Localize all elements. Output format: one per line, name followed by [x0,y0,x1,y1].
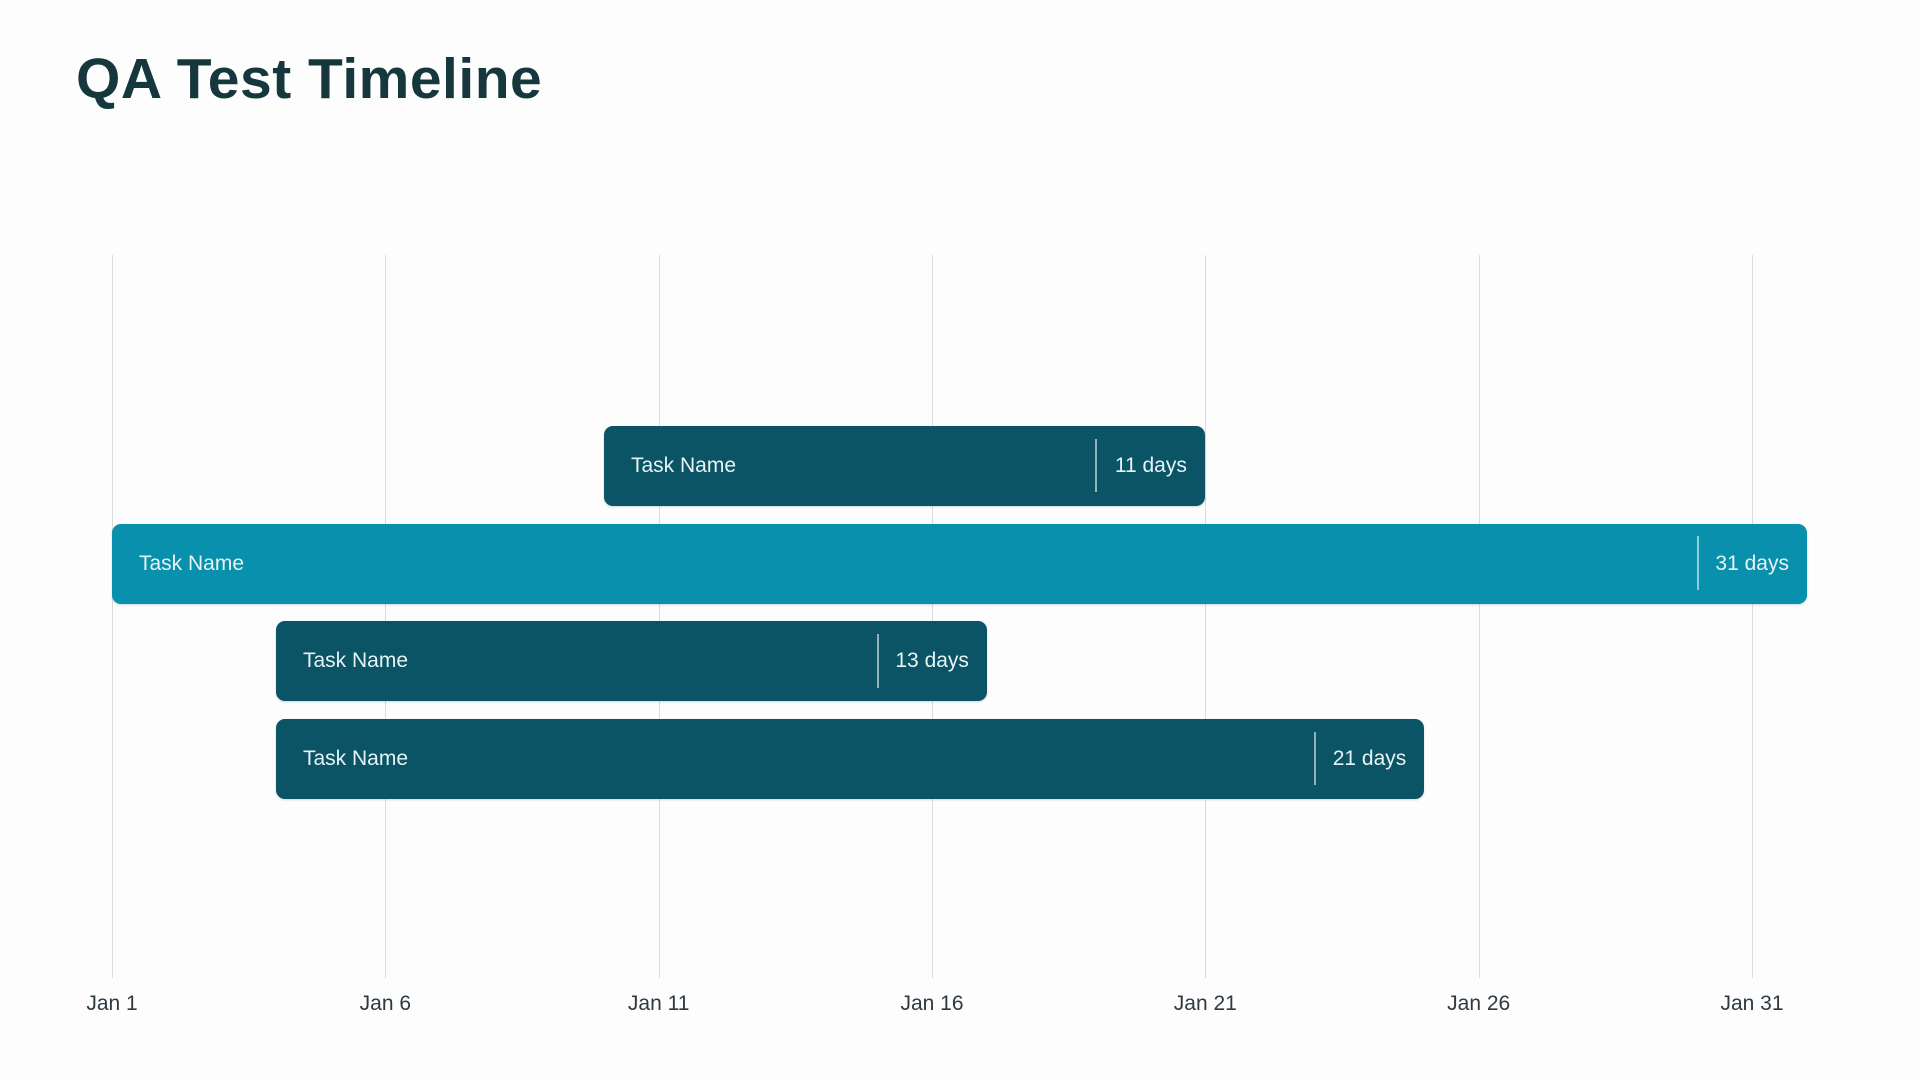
gantt-bar[interactable]: Task Name 13 days [276,621,987,702]
duration-separator [876,634,879,688]
task-label: Task Name [631,454,737,477]
duration-separator [1696,536,1699,591]
task-duration-label: 13 days [895,649,969,673]
page-title: QA Test Timeline [76,47,543,111]
axis-tick-label: Jan 21 [1173,992,1237,1015]
gridline [112,255,113,978]
task-label: Task Name [303,747,409,771]
duration-separator [1095,438,1098,493]
task-label: Task Name [303,649,409,673]
axis-tick-label: Jan 11 [627,992,690,1015]
gridline [1752,255,1753,978]
gantt-bar[interactable]: Task Name 21 days [276,719,1424,800]
task-duration-label: 11 days [1114,454,1187,477]
gridline [1205,255,1207,978]
task-duration-label: 21 days [1332,747,1407,771]
axis-tick-label: Jan 16 [900,992,964,1015]
axis-tick-label: Jan 1 [86,992,138,1015]
gridline [1478,255,1480,978]
axis-tick-label: Jan 26 [1447,992,1511,1015]
axis-tick-label: Jan 31 [1720,992,1784,1015]
duration-separator [1314,731,1316,786]
task-label: Task Name [139,551,245,575]
gantt-bar[interactable]: Task Name 31 days [112,523,1807,604]
gridline [385,255,387,978]
gridline [658,255,660,978]
gantt-bar[interactable]: Task Name 11 days [604,426,1206,506]
gridline [932,255,933,978]
axis-tick-label: Jan 6 [359,992,412,1015]
task-duration-label: 31 days [1715,551,1789,575]
